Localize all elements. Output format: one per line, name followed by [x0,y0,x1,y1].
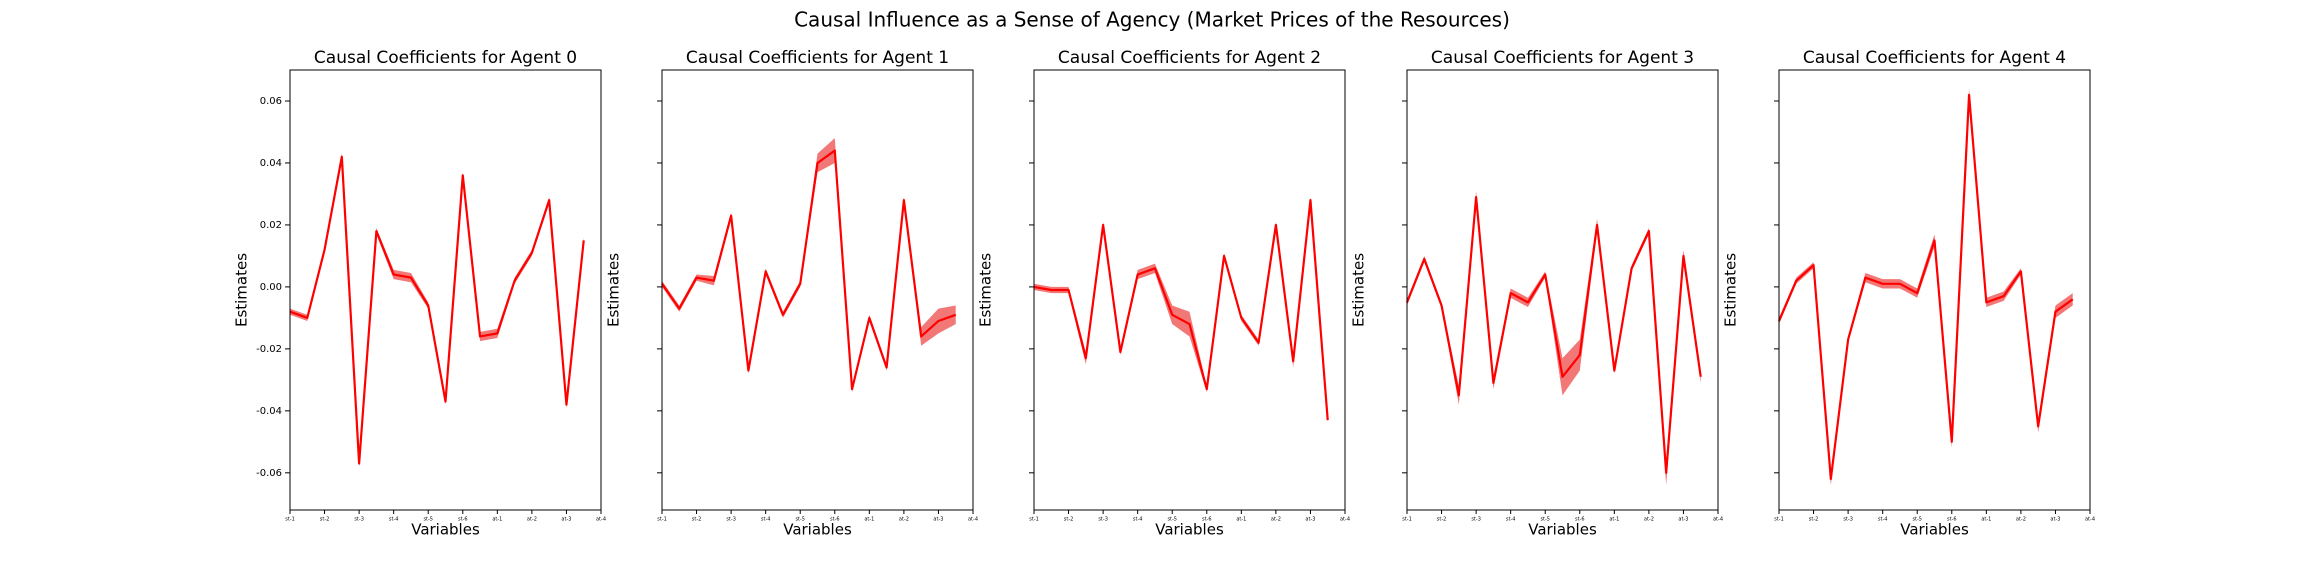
y-tick-label: -0.02 [256,344,282,355]
x-tick-label: at-3 [561,517,571,523]
line [661,149,957,391]
y-tick-label: -0.04 [256,406,282,417]
x-tick-label: st-4 [389,517,399,523]
x-tick-label: st-2 [692,517,702,523]
y-tick-label: 0.00 [260,282,282,293]
x-tick-label: at-4 [596,517,606,523]
y-axis-label: Estimates [1350,253,1368,327]
x-tick-label: at-2 [1271,517,1281,523]
x-tick-label: st-4 [761,517,771,523]
y-tick-label: 0.04 [260,158,282,169]
x-tick-label: at-3 [933,517,943,523]
x-tick-label: st-6 [1202,517,1212,523]
figure-title: Causal Influence as a Sense of Agency (M… [794,8,1510,32]
x-tick-label: st-1 [657,517,667,523]
x-tick-label: at-3 [1678,517,1688,523]
line [1033,199,1329,421]
x-tick-label: st-5 [1167,517,1177,523]
x-tick-label: at-1 [1981,517,1991,523]
x-tick-label: st-3 [1471,517,1481,523]
x-tick-label: st-4 [1506,517,1516,523]
y-axis-label: Estimates [977,253,995,327]
subplot-title: Causal Coefficients for Agent 2 [1058,48,1321,68]
y-tick-label: 0.02 [260,220,282,231]
x-tick-label: st-1 [285,517,295,523]
x-tick-label: at-1 [1236,517,1246,523]
subplot-title: Causal Coefficients for Agent 0 [314,48,577,68]
y-axis-label: Estimates [233,253,251,327]
x-tick-label: st-2 [1064,517,1074,523]
x-tick-label: st-5 [1912,517,1922,523]
x-tick-label: st-1 [1402,517,1412,523]
x-tick-label: at-2 [1644,517,1654,523]
x-axis-label: Variables [1528,521,1597,539]
subplot-title: Causal Coefficients for Agent 4 [1803,48,2066,68]
x-tick-label: at-3 [1305,517,1315,523]
subplot-title: Causal Coefficients for Agent 3 [1431,48,1694,68]
x-tick-label: at-2 [527,517,537,523]
line [289,155,585,465]
x-axis-label: Variables [1155,521,1224,539]
y-axis-label: Estimates [605,253,623,327]
axes-frame [1778,69,2091,511]
y-tick-label: -0.06 [256,468,282,479]
line [1405,195,1702,474]
x-tick-label: st-1 [1029,517,1039,523]
x-tick-label: at-4 [2085,517,2095,523]
x-tick-label: st-3 [1098,517,1108,523]
x-tick-label: at-2 [2016,517,2026,523]
x-tick-label: at-3 [2050,517,2060,523]
x-tick-label: at-1 [864,517,874,523]
x-tick-label: at-4 [968,517,978,523]
x-tick-label: st-2 [320,517,330,523]
x-tick-label: st-2 [1437,517,1447,523]
subplot-title: Causal Coefficients for Agent 1 [686,48,949,68]
x-tick-label: st-3 [354,517,364,523]
axes-frame [661,69,974,511]
x-axis-label: Variables [411,521,480,539]
x-tick-label: at-2 [899,517,909,523]
x-tick-label: at-4 [1340,517,1350,523]
x-tick-label: st-3 [1843,517,1853,523]
x-axis-label: Variables [1900,521,1969,539]
x-tick-label: st-5 [795,517,805,523]
x-tick-label: st-6 [458,517,468,523]
axes-frame [1406,69,1719,511]
line [1777,93,2074,481]
y-axis-label: Estimates [1722,253,1740,327]
x-axis-label: Variables [783,521,852,539]
x-tick-label: st-5 [423,517,433,523]
x-tick-label: st-4 [1878,517,1888,523]
x-tick-label: at-4 [1713,517,1723,523]
x-tick-label: st-6 [830,517,840,523]
axes-frame [289,69,602,511]
y-tick-label: 0.06 [260,96,282,107]
axes-frame [1033,69,1346,511]
x-tick-label: st-4 [1133,517,1143,523]
x-tick-label: st-3 [726,517,736,523]
x-tick-label: st-2 [1809,517,1819,523]
x-tick-label: st-5 [1540,517,1550,523]
x-tick-label: st-6 [1947,517,1957,523]
x-tick-label: st-6 [1575,517,1585,523]
x-tick-label: st-1 [1774,517,1784,523]
x-tick-label: at-1 [1609,517,1619,523]
x-tick-label: at-1 [492,517,502,523]
